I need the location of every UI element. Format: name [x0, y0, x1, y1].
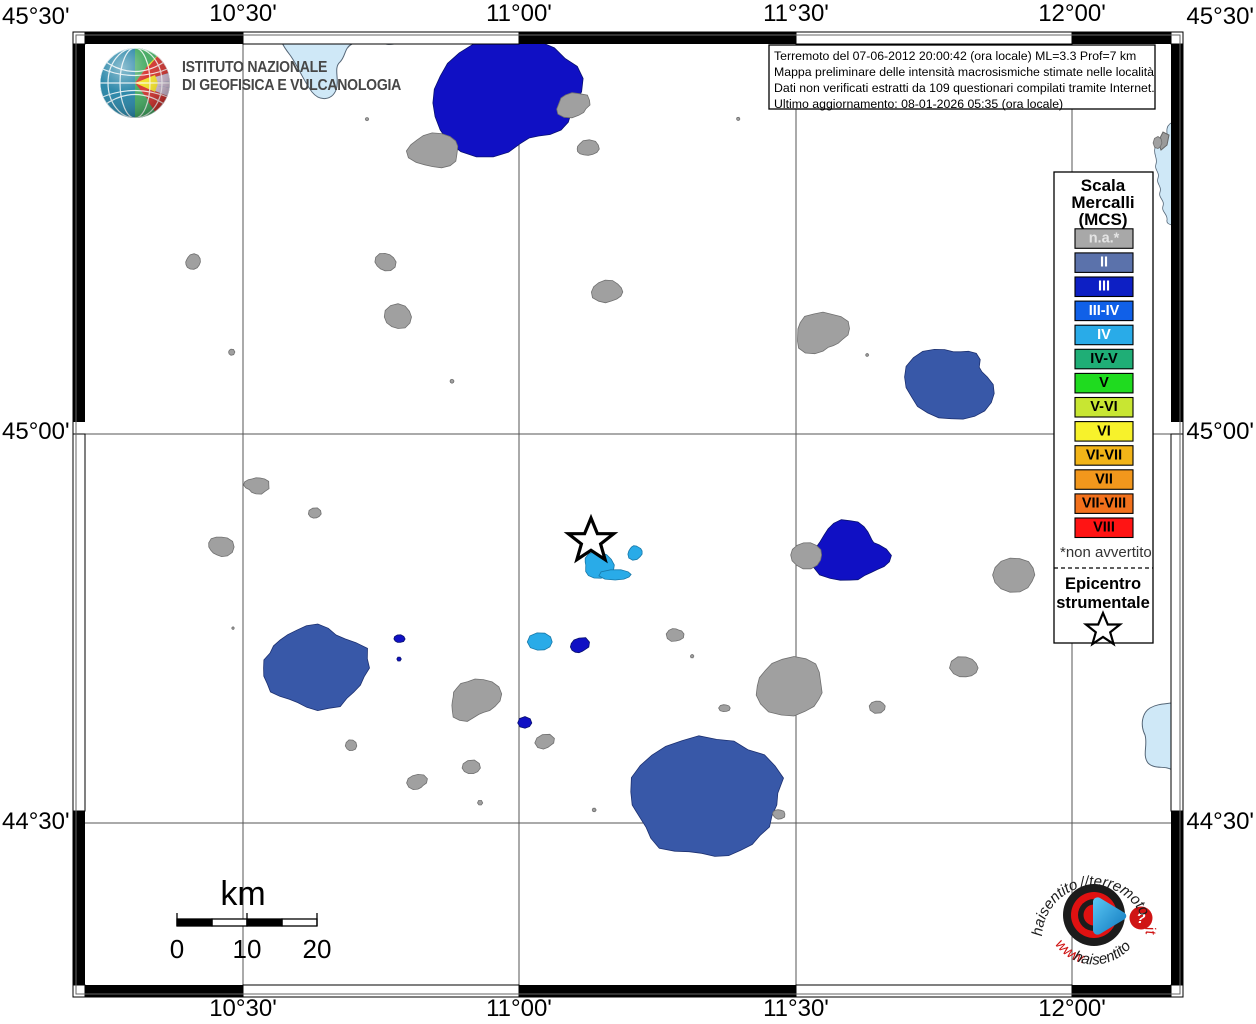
svg-text:45°30': 45°30'	[1186, 3, 1254, 30]
svg-text:IV: IV	[1097, 327, 1111, 343]
svg-text:*non avvertito: *non avvertito	[1060, 544, 1152, 561]
svg-text:VII-VIII: VII-VIII	[1082, 496, 1126, 512]
svg-text:V-VI: V-VI	[1090, 399, 1117, 415]
svg-text:V: V	[1099, 375, 1109, 391]
svg-text:Mappa preliminare delle intens: Mappa preliminare delle intensità macros…	[774, 65, 1154, 79]
svg-text:44°30': 44°30'	[2, 808, 70, 835]
svg-text:km: km	[220, 875, 265, 913]
svg-text:12°00': 12°00'	[1038, 995, 1106, 1022]
svg-text:DI GEOFISICA E VULCANOLOGIA: DI GEOFISICA E VULCANOLOGIA	[182, 76, 401, 94]
svg-text:Ultimo aggiornamento: 08-01-20: Ultimo aggiornamento: 08-01-2026 05:35 (…	[774, 97, 1063, 111]
svg-text:20: 20	[303, 934, 332, 964]
svg-text:10: 10	[233, 934, 262, 964]
svg-text:12°00': 12°00'	[1038, 0, 1106, 27]
svg-text:44°30': 44°30'	[1186, 808, 1254, 835]
svg-text:Dati non verificati estratti d: Dati non verificati estratti da 109 ques…	[774, 81, 1155, 95]
svg-text:45°00': 45°00'	[2, 418, 70, 445]
svg-text:11°00': 11°00'	[486, 995, 552, 1022]
svg-text:n.a.*: n.a.*	[1089, 231, 1120, 247]
svg-text:ISTITUTO NAZIONALE: ISTITUTO NAZIONALE	[182, 58, 327, 76]
svg-text:strumentale: strumentale	[1056, 594, 1150, 612]
svg-text:10°30': 10°30'	[209, 995, 277, 1022]
svg-text:VIII: VIII	[1093, 520, 1115, 536]
svg-text:Epicentro: Epicentro	[1065, 575, 1141, 593]
svg-text:11°30': 11°30'	[763, 0, 829, 27]
svg-text:10°30': 10°30'	[209, 0, 277, 27]
svg-text:VI: VI	[1097, 423, 1111, 439]
svg-text:IV-V: IV-V	[1090, 351, 1118, 367]
svg-text:11°00': 11°00'	[486, 0, 552, 27]
svg-text:II: II	[1100, 255, 1108, 271]
svg-text:III-IV: III-IV	[1089, 303, 1120, 319]
svg-text:0: 0	[170, 934, 184, 964]
svg-text:45°00': 45°00'	[1186, 418, 1254, 445]
svg-text:III: III	[1098, 279, 1110, 295]
svg-text:(MCS): (MCS)	[1078, 210, 1127, 229]
svg-text:45°30': 45°30'	[2, 3, 70, 30]
svg-text:Terremoto del 07-06-2012 20:00: Terremoto del 07-06-2012 20:00:42 (ora l…	[774, 49, 1136, 63]
svg-text:VII: VII	[1095, 472, 1113, 488]
svg-text:VI-VII: VI-VII	[1086, 447, 1122, 463]
svg-text:11°30': 11°30'	[763, 995, 829, 1022]
